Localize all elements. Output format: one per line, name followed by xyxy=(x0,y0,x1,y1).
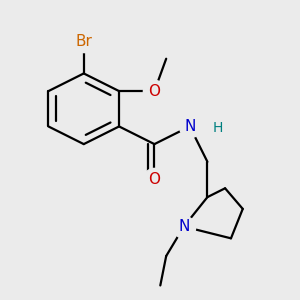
Text: O: O xyxy=(148,172,160,187)
Text: O: O xyxy=(148,84,160,99)
Text: N: N xyxy=(178,219,190,234)
Text: N: N xyxy=(184,119,195,134)
Text: Br: Br xyxy=(75,34,92,49)
Text: H: H xyxy=(212,121,223,135)
